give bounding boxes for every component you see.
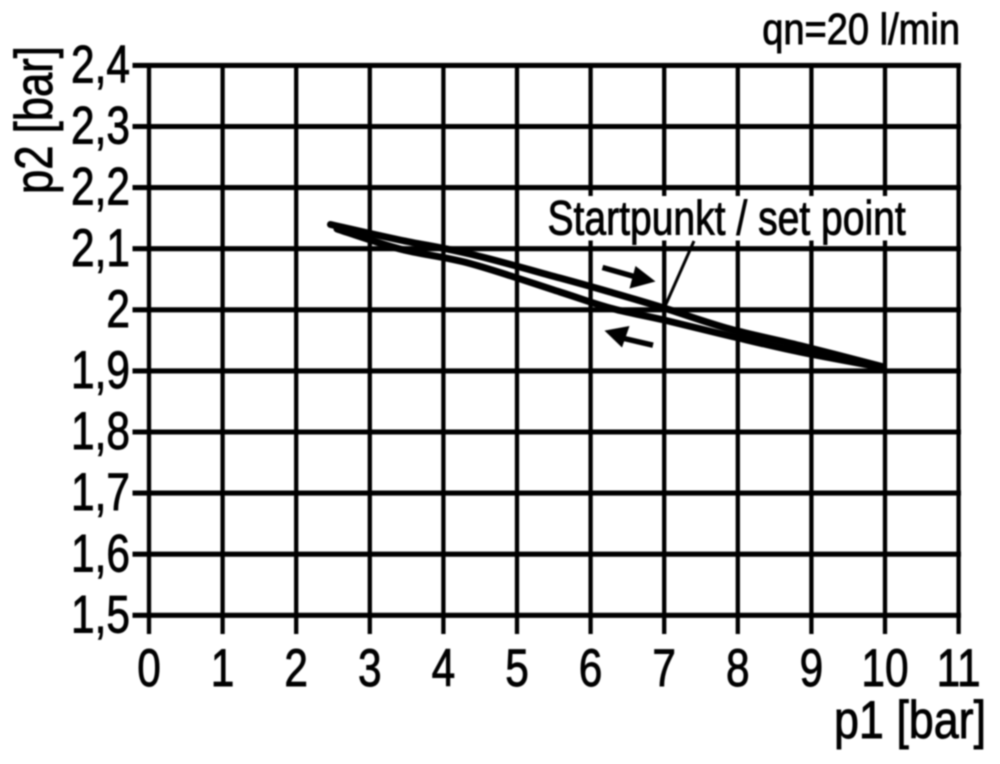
- svg-text:9: 9: [800, 640, 824, 699]
- svg-text:1,9: 1,9: [71, 342, 130, 401]
- svg-text:2,3: 2,3: [71, 97, 130, 156]
- svg-text:2: 2: [106, 281, 130, 340]
- svg-text:0: 0: [137, 640, 161, 699]
- svg-text:2,4: 2,4: [71, 36, 130, 95]
- svg-text:4: 4: [432, 640, 456, 699]
- svg-text:1,7: 1,7: [71, 464, 130, 523]
- svg-text:1,8: 1,8: [71, 403, 130, 462]
- svg-text:1,6: 1,6: [71, 525, 130, 584]
- svg-text:5: 5: [505, 640, 529, 699]
- svg-text:qn=20 l/min: qn=20 l/min: [762, 4, 960, 53]
- svg-text:p1 [bar]: p1 [bar]: [834, 692, 986, 750]
- svg-text:10: 10: [861, 640, 908, 699]
- svg-text:8: 8: [726, 640, 750, 699]
- svg-text:2,1: 2,1: [71, 219, 130, 278]
- svg-text:1: 1: [211, 640, 235, 699]
- svg-text:p2 [bar]: p2 [bar]: [5, 46, 64, 194]
- svg-text:2,2: 2,2: [71, 158, 130, 217]
- svg-text:3: 3: [358, 640, 382, 699]
- svg-text:6: 6: [579, 640, 603, 699]
- svg-text:7: 7: [652, 640, 676, 699]
- svg-text:2: 2: [284, 640, 308, 699]
- svg-text:11: 11: [937, 640, 981, 699]
- svg-text:1,5: 1,5: [71, 586, 130, 645]
- svg-text:Startpunkt / set point: Startpunkt / set point: [548, 192, 906, 246]
